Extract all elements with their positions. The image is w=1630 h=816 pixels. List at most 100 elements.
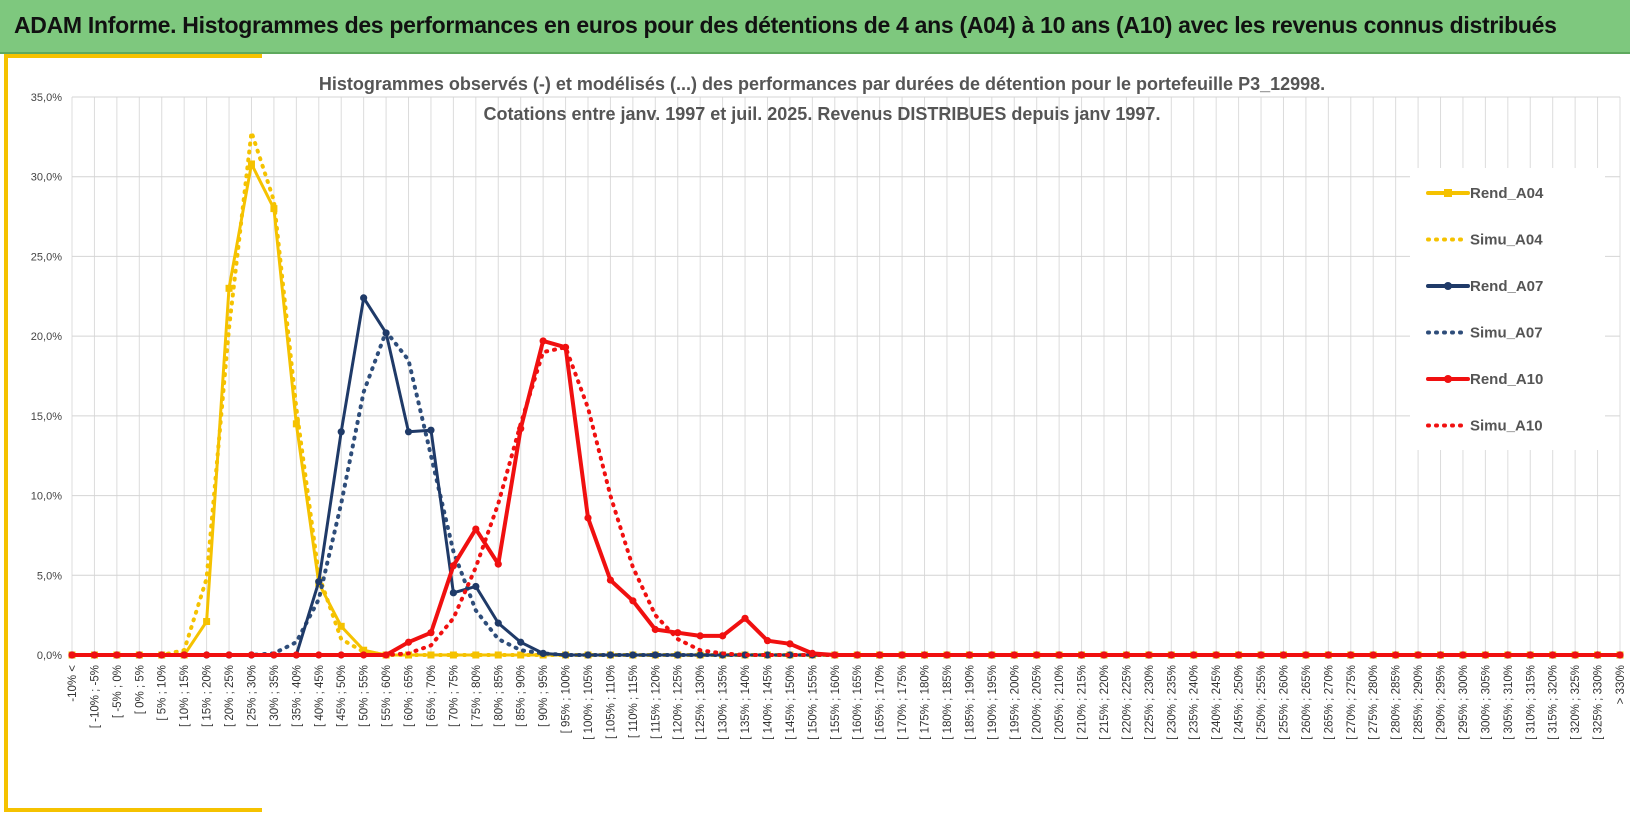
x-tick-group: [ 240% ; 245% [1211,665,1223,740]
x-tick-label: [ 220% ; 225% [1121,665,1133,740]
chart-title-line: Cotations entre janv. 1997 et juil. 2025… [484,104,1161,124]
x-tick-group: [ 185% ; 190% [964,665,976,740]
data-point [270,205,278,213]
x-tick-label: [ 235% ; 240% [1189,665,1201,740]
data-point [427,651,435,659]
x-tick-label: [ 245% ; 250% [1234,665,1246,740]
data-point [494,651,502,659]
x-tick-label: [ 110% ; 115% [628,665,640,738]
series-rend-a07 [68,294,1624,659]
x-tick-label: [ 325% ; 330% [1593,665,1605,740]
y-tick-label: 30,0% [31,172,62,184]
x-tick-group: -10% < [67,665,79,702]
x-tick-label: [ 65% ; 70% [426,665,438,727]
x-tick-group: [ 45% ; 50% [336,665,348,727]
x-tick-group: [ 50% ; 55% [359,665,371,727]
data-point [606,651,615,659]
data-point [247,651,256,659]
x-tick-group: [ 215% ; 220% [1099,665,1111,740]
x-tick-group: [ 255% ; 260% [1278,665,1290,740]
x-tick-group: [ 0% ; 5% [134,665,146,714]
x-tick-label: [ 30% ; 35% [269,665,281,727]
x-tick-group: [ 60% ; 65% [404,665,416,727]
x-tick-group: [ 270% ; 275% [1346,665,1358,740]
data-point [1347,651,1355,659]
x-tick-group: [ 275% ; 280% [1368,665,1380,740]
data-point [1302,651,1310,659]
data-point [315,651,323,659]
x-tick-label: [ 120% ; 125% [673,665,685,740]
x-tick-label: [ 310% ; 315% [1525,665,1537,740]
data-point [719,632,727,640]
data-point [696,632,704,640]
data-point [1459,651,1467,659]
x-tick-label: [ 265% ; 270% [1323,665,1335,740]
gridlines [71,96,1621,656]
legend-box [1410,168,1605,450]
data-point [584,651,592,659]
data-point [337,428,345,436]
x-tick-group: [ 165% ; 170% [875,665,887,740]
data-point [449,651,457,659]
x-tick-label: [ 85% ; 90% [516,665,528,727]
data-point [1414,651,1422,659]
data-point [1392,651,1400,659]
data-point [831,651,839,659]
x-tick-label: [ 20% ; 25% [224,665,236,727]
x-tick-group: [ 140% ; 145% [762,665,774,740]
data-point [472,525,480,533]
data-point [270,651,278,659]
x-tick-group: [ 95% ; 100% [561,665,573,733]
data-point [427,629,435,637]
x-tick-group: [ 260% ; 265% [1301,665,1313,740]
x-tick-group: [ 70% ; 75% [448,665,460,727]
data-point [68,651,76,659]
x-tick-label: [ 295% ; 300% [1458,665,1470,740]
data-point [404,638,413,646]
x-tick-label: [ 35% ; 40% [291,665,303,727]
data-point [1257,651,1265,659]
x-tick-label: [ 165% ; 170% [875,665,887,740]
x-tick-group: [ 5% ; 10% [157,665,169,721]
x-tick-label: [ 55% ; 60% [381,665,393,727]
data-point [449,562,457,570]
x-tick-label: [ 105% ; 110% [605,665,617,739]
data-point [449,589,457,597]
x-tick-group: [ 145% ; 150% [785,665,797,740]
data-point [876,651,884,659]
x-tick-group: [ 80% ; 85% [493,665,505,727]
data-point [584,514,592,522]
x-tick-group: [ 130% ; 135% [718,665,730,740]
x-tick-label: [ 200% ; 205% [1032,665,1044,740]
data-point [1571,651,1579,659]
data-point [651,625,659,634]
data-point [561,343,570,351]
x-tick-label: > 330% [1615,665,1627,704]
data-point [360,294,368,302]
x-tick-label: [ 250% ; 255% [1256,665,1268,740]
data-point [203,651,211,659]
x-tick-label: [ 70% ; 75% [448,665,460,727]
data-point [315,578,323,586]
x-tick-label: [ 140% ; 145% [762,665,774,740]
x-tick-label: [ 80% ; 85% [493,665,505,727]
legend-label: Simu_A10 [1470,418,1543,435]
x-tick-label: [ 275% ; 280% [1368,665,1380,740]
x-tick-label: [ 290% ; 295% [1436,665,1448,740]
x-tick-group: [ 15% ; 20% [202,665,214,727]
data-point [808,649,816,658]
data-point [1369,651,1377,659]
x-tick-label: [ 145% ; 150% [785,665,797,740]
data-point [494,560,502,568]
x-tick-group: [ 135% ; 140% [740,665,752,740]
data-point [853,651,861,659]
x-tick-group: [ 250% ; 255% [1256,665,1268,740]
data-point [943,651,951,659]
data-point [203,618,211,626]
y-tick-label: 15,0% [31,411,62,423]
report-title: ADAM Informe. Histogrammes des performan… [14,12,1557,38]
x-tick-label: [ 5% ; 10% [157,665,169,721]
data-point [1593,651,1602,659]
data-point [629,651,637,659]
